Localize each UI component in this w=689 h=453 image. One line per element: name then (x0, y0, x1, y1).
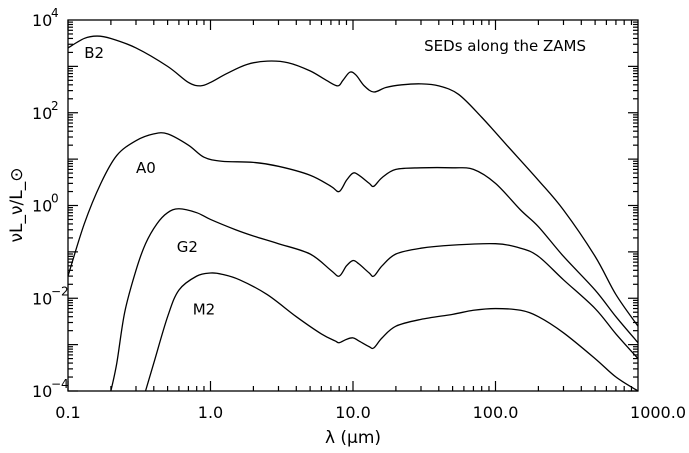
x-tick-label: 0.1 (55, 403, 80, 422)
series-labels: B2 A0 G2 M2 (84, 44, 215, 318)
y-tick-label-exponent: 0 (51, 192, 59, 206)
series-label-m2: M2 (193, 300, 216, 318)
sed-curve-b2 (67, 35, 639, 327)
x-tick-label: 1000.0 (630, 403, 686, 422)
chart-annotation: SEDs along the ZAMS (424, 37, 586, 55)
y-tick-label-base: 10 (32, 197, 52, 216)
sed-curve-a0 (67, 132, 639, 344)
sed-curve-g2 (110, 208, 639, 392)
y-tick-label-base: 10 (32, 289, 52, 308)
y-tick-label: 102 (32, 99, 59, 123)
y-tick-label-base: 10 (32, 11, 52, 30)
y-tick-label: 100 (32, 192, 59, 216)
y-tick-label-exponent: −2 (51, 284, 69, 298)
x-tick-label: 1.0 (198, 403, 223, 422)
sed-curve-m2 (144, 272, 639, 392)
sed-curves (67, 35, 639, 392)
y-tick-label-exponent: 2 (51, 99, 59, 113)
y-axis-title: νL_ν/L_⊙ (7, 168, 27, 243)
x-tick-label: 100.0 (473, 403, 519, 422)
series-label-g2: G2 (177, 238, 198, 256)
y-tick-label: 104 (32, 6, 59, 30)
series-label-a0: A0 (136, 159, 156, 177)
axis-ticks (67, 20, 638, 392)
y-tick-label-exponent: 4 (51, 6, 59, 20)
y-tick-label-base: 10 (32, 104, 52, 123)
series-label-b2: B2 (84, 44, 104, 62)
y-tick-label-exponent: −4 (51, 377, 69, 391)
y-tick-label: 10−4 (32, 377, 69, 401)
x-axis-title: λ (μm) (325, 428, 381, 448)
y-tick-label: 10−2 (32, 284, 69, 308)
plot-frame (67, 19, 639, 392)
y-tick-label-base: 10 (32, 382, 52, 401)
x-tick-label: 10.0 (335, 403, 371, 422)
